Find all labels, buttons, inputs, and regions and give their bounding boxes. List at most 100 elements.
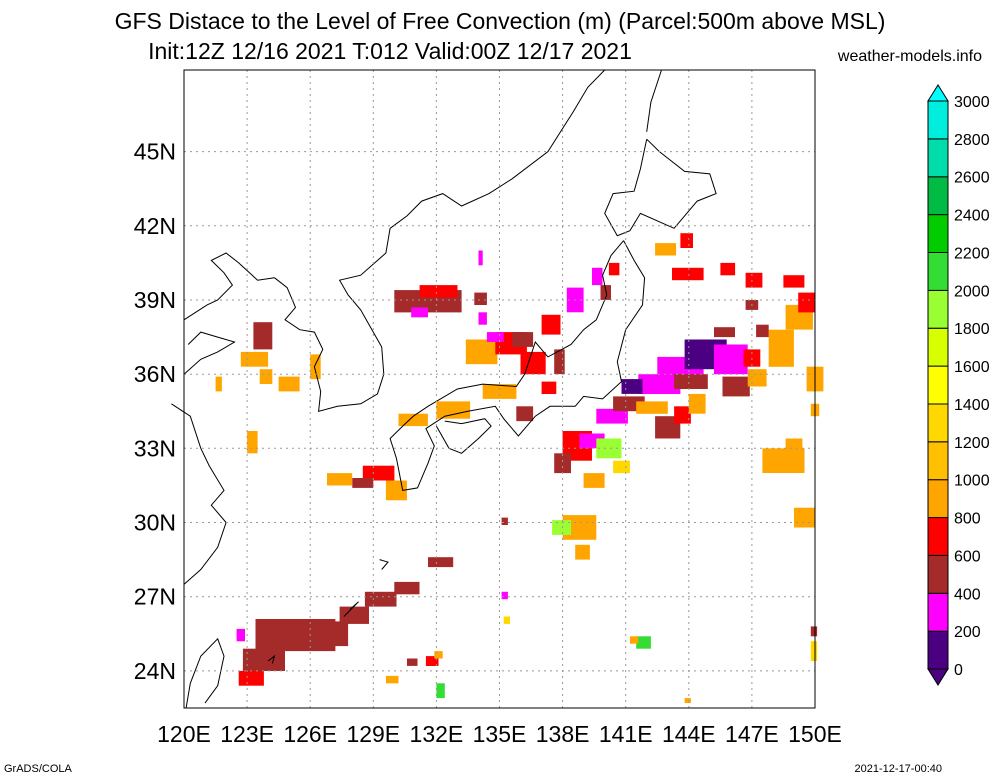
lon-label-1: 123E (220, 721, 274, 747)
gridlines (184, 70, 815, 708)
lfc-cell-92 (503, 616, 510, 624)
coastline-8 (379, 559, 389, 570)
lfc-cell-25 (520, 351, 546, 375)
lfc-cell-89 (810, 641, 818, 661)
coastline-1 (171, 403, 227, 585)
lfc-cell-24 (486, 332, 504, 342)
lon-label-7: 141E (599, 721, 653, 747)
colorbar-swatch-10 (927, 252, 949, 291)
lfc-cell-32 (482, 384, 517, 399)
lon-label-2: 126E (283, 721, 337, 747)
lfc-cell-85 (425, 656, 439, 666)
lfc-cell-84 (436, 683, 445, 699)
lfc-cell-87 (385, 675, 399, 684)
lat-axis: 24N 27N 30N 33N 36N 39N 42N 45N (134, 139, 176, 684)
colorbar-swatch-4 (927, 479, 949, 519)
lfc-cell-88 (407, 658, 418, 666)
colorbar-swatch-1 (927, 592, 949, 632)
colorbar-swatch-12 (927, 176, 949, 216)
lat-label-3: 33N (134, 435, 176, 461)
lat-label-5: 39N (134, 287, 176, 313)
lfc-cell-9 (253, 322, 273, 350)
coastline-0 (185, 637, 225, 709)
lfc-cell-2 (238, 670, 264, 686)
lon-label-8: 144E (662, 721, 716, 747)
lfc-cell-47 (596, 408, 628, 424)
lfc-cell-51 (674, 406, 691, 424)
lat-label-2: 30N (134, 510, 176, 536)
lfc-cell-80 (552, 520, 571, 535)
colorbar-label-6: 1200 (954, 435, 990, 452)
lfc-cell-45 (613, 460, 630, 474)
colorbar-label-13: 2600 (954, 170, 990, 187)
lfc-cell-52 (688, 393, 706, 414)
lfc-cell-50 (655, 416, 681, 439)
lfc-cell-90 (810, 626, 818, 637)
lfc-cell-7 (428, 557, 454, 568)
lfc-cell-54 (621, 379, 643, 394)
lon-axis: 120E 123E 126E 129E 132E 135E 138E 141E 144E 147E… (157, 721, 842, 747)
chart-subtitle: Init:12Z 12/16 2021 T:012 Valid:00Z 12/1… (148, 38, 632, 64)
lfc-cell-37 (327, 473, 353, 486)
colorbar: 0 200 400 600 800 1000 1200 1400 1600 1800 2000 220… (927, 84, 990, 686)
lfc-cell-36 (541, 381, 557, 394)
lfc-cell-94 (478, 250, 483, 266)
lon-label-5: 135E (473, 721, 527, 747)
lfc-cell-26 (541, 314, 561, 335)
lfc-cell-14 (247, 431, 258, 454)
coastline-2 (183, 331, 236, 375)
colorbar-label-11: 2200 (954, 246, 990, 263)
lat-label-0: 24N (134, 658, 176, 684)
colorbar-label-12: 2400 (954, 208, 990, 225)
colorbar-label-4: 800 (954, 511, 981, 528)
lfc-cell-4 (339, 606, 369, 624)
colorbar-swatch-9 (927, 289, 949, 329)
lfc-cell-18 (411, 307, 428, 318)
lfc-cell-49 (636, 401, 668, 414)
lfc-cell-86 (434, 651, 443, 659)
colorbar-label-10: 2000 (954, 283, 990, 300)
coastlines (171, 69, 717, 709)
colorbar-label-14: 2800 (954, 132, 990, 149)
lon-label-10: 150E (788, 721, 842, 747)
lfc-cell-29 (592, 267, 603, 286)
colorbar-swatch-13 (927, 138, 949, 178)
lfc-cell-78 (794, 507, 815, 528)
lat-label-1: 27N (134, 584, 176, 610)
coastline-10 (267, 654, 276, 664)
lfc-cell-76 (762, 448, 805, 473)
colorbar-swatch-14 (927, 100, 949, 140)
colorbar-swatch-5 (927, 441, 949, 481)
lfc-cell-11 (259, 369, 273, 384)
lfc-cell-43 (554, 453, 571, 474)
lon-label-4: 132E (410, 721, 464, 747)
lon-label-9: 147E (725, 721, 779, 747)
lon-label-6: 138E (536, 721, 590, 747)
coastline-4 (274, 69, 606, 412)
lfc-cell-10 (240, 351, 269, 367)
lfc-cell-82 (636, 636, 651, 649)
lfc-cell-70 (720, 262, 736, 276)
lfc-cell-39 (352, 478, 374, 488)
lon-label-0: 120E (157, 721, 211, 747)
colorbar-label-15: 3000 (954, 94, 990, 111)
lfc-cell-3 (310, 621, 349, 647)
lon-label-3: 129E (346, 721, 400, 747)
lfc-cell-5 (364, 591, 397, 607)
lfc-cell-30 (600, 285, 611, 300)
lfc-cell-74 (655, 243, 677, 256)
colorbar-label-5: 1000 (954, 473, 990, 490)
lfc-cell-61 (747, 369, 767, 387)
lfc-cell-15 (310, 354, 321, 380)
lfc-cell-21 (465, 339, 498, 365)
lat-label-4: 36N (134, 361, 176, 387)
lfc-cell-6 (394, 581, 420, 595)
lfc-cell-19 (474, 292, 487, 305)
lfc-cell-17 (419, 285, 458, 298)
colorbar-swatch-11 (927, 214, 949, 254)
colorbar-swatch-3 (927, 517, 949, 556)
lfc-cell-59 (722, 376, 750, 397)
lfc-cell-53 (638, 374, 681, 394)
colorbar-label-9: 1800 (954, 321, 990, 338)
